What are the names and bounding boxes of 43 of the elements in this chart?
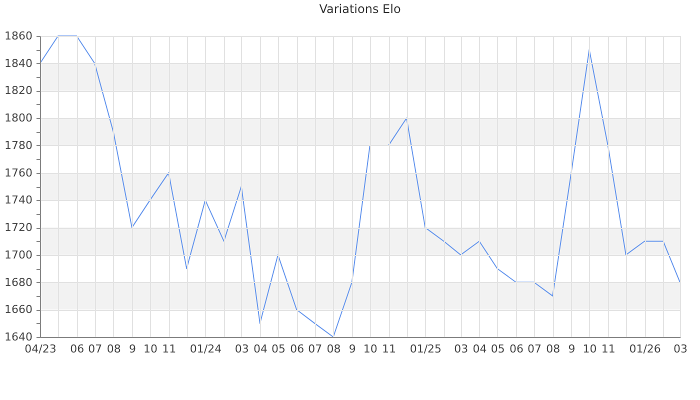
y-tick-label: 1800 [4,112,32,125]
x-tick-label: 07 [308,342,322,356]
x-tick-label: 03 [674,342,688,356]
x-tick-label: 05 [271,342,286,356]
y-tick-label: 1780 [4,138,32,152]
x-tick-label: 06 [70,342,84,356]
y-tick-label: 1740 [4,194,32,207]
x-tick-label: 10 [582,342,597,356]
x-tick-label: 08 [326,342,341,356]
y-tick-label: 1700 [4,248,32,262]
line-series [40,36,680,338]
chart-title: Variations Elo [319,2,401,16]
x-tick-label: 10 [143,342,158,356]
x-tick-label: 07 [527,342,542,356]
y-tick-label: 1720 [4,221,32,234]
x-tick-label: 06 [290,342,304,356]
x-tick-label: 05 [490,342,505,356]
x-tick-label: 03 [234,342,249,356]
y-tick-label: 1860 [4,30,32,42]
x-tick-label: 10 [363,342,378,356]
x-tick-label: 11 [601,342,616,356]
y-tick-label: 1760 [4,166,32,180]
x-tick-label: 01/26 [629,342,661,356]
y-tick-label: 1660 [4,303,32,316]
x-tick-label: 9 [128,342,136,356]
y-tick-label: 1640 [4,330,32,344]
y-tick-label: 1820 [4,84,32,98]
x-tick-label: 9 [568,342,576,356]
x-tick-label: 06 [509,342,524,356]
x-tick-label: 11 [162,342,176,356]
x-tick-label: 04 [253,342,268,356]
y-tick-label: 1680 [4,276,32,289]
y-tick-label: 1840 [4,56,32,70]
x-tick-label: 08 [106,342,121,356]
x-tick-label: 9 [348,342,356,356]
x-tick-label: 03 [454,342,468,356]
x-tick-label: 08 [546,342,560,356]
x-tick-label: 11 [382,342,396,356]
x-tick-label: 04 [472,342,487,356]
x-tick-label: 07 [88,342,102,356]
x-tick-label: 01/25 [410,342,442,356]
x-tick-label: 01/24 [190,342,222,356]
x-tick-label: 04/23 [24,342,56,356]
